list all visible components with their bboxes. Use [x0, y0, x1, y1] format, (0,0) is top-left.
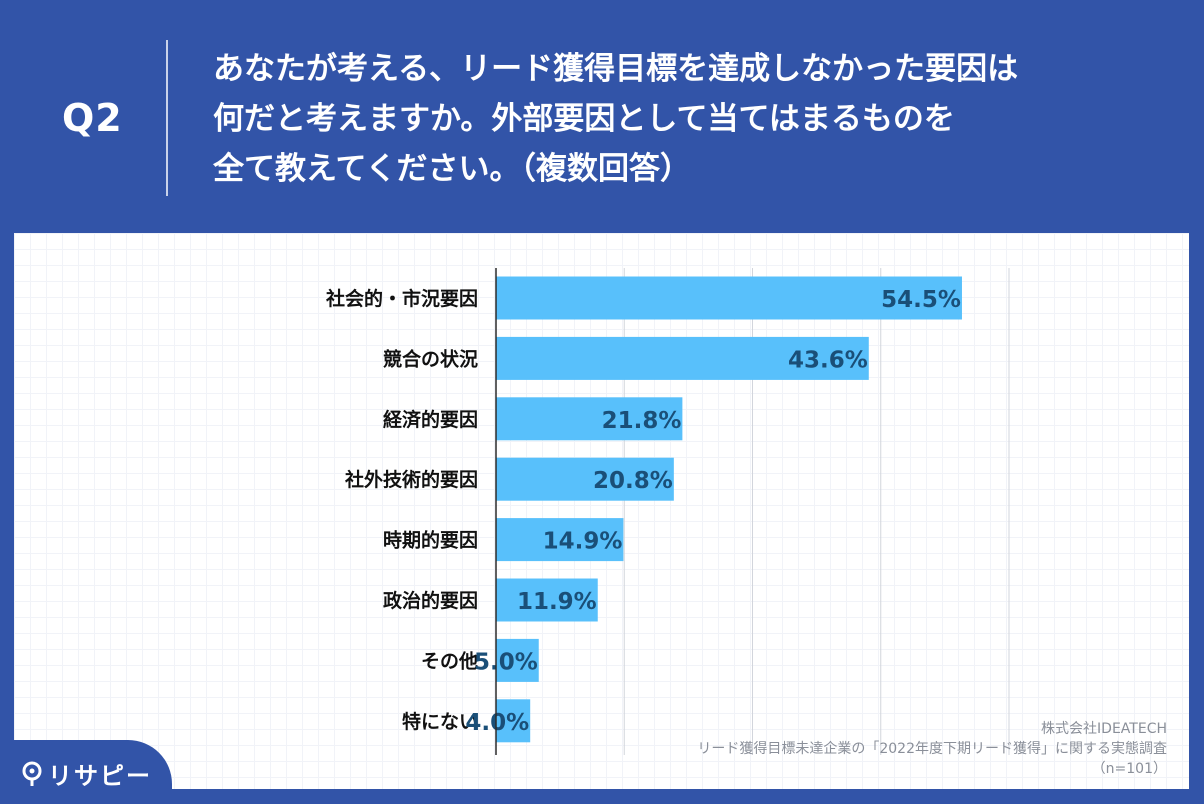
logo-tab	[0, 740, 172, 804]
value-label: 20.8%	[593, 468, 673, 494]
value-label: 21.8%	[602, 408, 682, 434]
logo-text: リサピー	[48, 762, 152, 790]
value-label: 5.0%	[474, 649, 538, 675]
bar	[496, 276, 962, 320]
category-label: その他	[421, 649, 478, 672]
value-label: 4.0%	[465, 710, 529, 736]
question-number: Q2	[62, 96, 123, 140]
source-credit: 株式会社IDEATECH リード獲得目標未達企業の「2022年度下期リード獲得」…	[697, 719, 1167, 779]
brand-logo: リサピー	[22, 756, 152, 791]
bar	[496, 699, 531, 743]
bar-row: 時期的要因 14.9%	[383, 518, 624, 562]
bar	[496, 638, 539, 682]
bar	[496, 397, 683, 441]
bar-row: 政治的要因 11.9%	[383, 578, 598, 622]
bar-row: 社会的・市況要因 54.5%	[325, 276, 962, 320]
question-line-1: あなたが考える、リード獲得目標を達成しなかった要因は	[213, 51, 1019, 87]
bar-row: 競合の状況 43.6%	[383, 336, 869, 380]
value-label: 54.5%	[881, 287, 961, 313]
value-label: 43.6%	[788, 347, 868, 373]
question-text: あなたが考える、リード獲得目標を達成しなかった要因は 何だと考えますか。外部要因…	[213, 44, 1173, 194]
location-pin-icon	[22, 761, 42, 786]
bar-row: 社外技術的要因 20.8%	[344, 457, 674, 501]
question-line-2: 何だと考えますか。外部要因として当てはまるものを	[213, 101, 955, 137]
credit-survey: リード獲得目標未達企業の「2022年度下期リード獲得」に関する実態調査	[697, 741, 1167, 757]
question-line-3: 全て教えてください。（複数回答）	[213, 151, 692, 187]
question-header: Q2 あなたが考える、リード獲得目標を達成しなかった要因は 何だと考えますか。外…	[0, 0, 1204, 233]
category-label: 政治的要因	[383, 589, 478, 612]
bar-row: 経済的要因 21.8%	[383, 397, 683, 441]
category-label: 時期的要因	[383, 529, 478, 552]
bar	[496, 457, 674, 501]
chart-panel: 社会的・市況要因 54.5% 競合の状況 43.6% 経済的要因 21.8% 社外技術的要因…	[14, 233, 1189, 789]
credit-sample: （n=101）	[1091, 761, 1167, 777]
bar-chart: 社会的・市況要因 54.5% 競合の状況 43.6% 経済的要因 21.8% 社外技術的要因…	[325, 268, 1010, 755]
value-label: 11.9%	[517, 589, 597, 615]
category-label: 社外技術的要因	[344, 468, 478, 491]
category-label: 競合の状況	[383, 347, 478, 370]
value-label: 14.9%	[543, 529, 623, 555]
bar	[496, 518, 624, 562]
bar	[496, 336, 869, 380]
header-divider	[166, 40, 168, 196]
credit-company: 株式会社IDEATECH	[1041, 721, 1167, 737]
category-label: 特にない	[402, 711, 478, 733]
category-label: 経済的要因	[383, 408, 478, 431]
category-label: 社会的・市況要因	[325, 287, 478, 310]
bar	[496, 578, 598, 622]
